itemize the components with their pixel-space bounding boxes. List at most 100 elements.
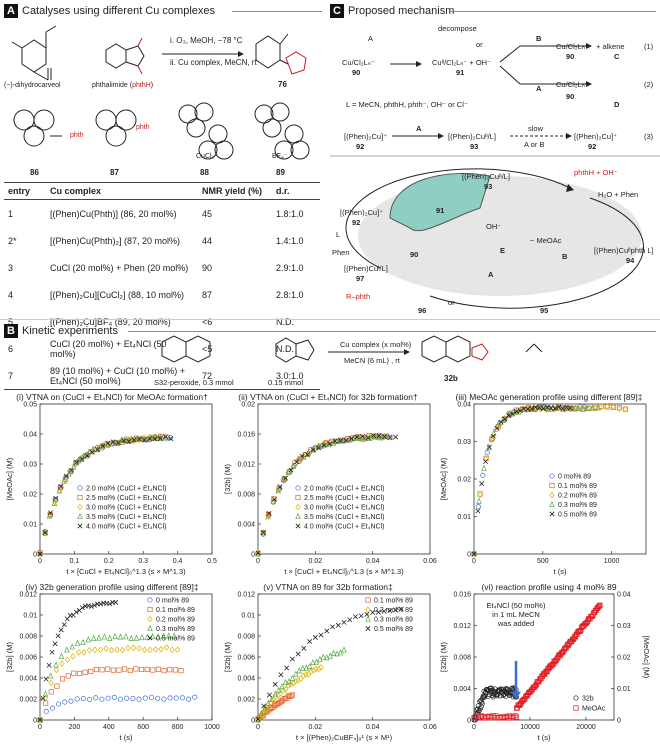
- cell-entry: 6: [8, 343, 14, 354]
- data-point-series-4: [352, 614, 358, 620]
- y-axis-label: [32b] (M): [5, 641, 14, 672]
- data-point-series-4: [46, 512, 53, 519]
- data-point-series-2: [167, 667, 173, 673]
- data-point-series-1: [99, 696, 105, 702]
- data-point-series-3: [324, 654, 330, 661]
- data-point-series-4: [358, 613, 364, 619]
- data-point-series-3: [610, 403, 616, 410]
- x-axis-label: t (s): [120, 733, 133, 742]
- num-93-b: 93: [484, 182, 493, 191]
- data-point-series-5: [89, 449, 95, 455]
- cell-yield: 87: [202, 289, 213, 300]
- data-point-series-5: [513, 409, 519, 415]
- data-point-series-3: [59, 660, 65, 667]
- data-point-series-1: [86, 696, 93, 702]
- x-tick-label: 0: [256, 724, 260, 731]
- cycle-phthH: phthH + OH⁻: [574, 168, 618, 177]
- data-point-series-2: [178, 668, 184, 674]
- data-point-series-3: [282, 678, 289, 686]
- y-tick-label: 0.03: [23, 462, 37, 469]
- data-point-series-3: [337, 649, 344, 656]
- data-point-series-1: [161, 696, 167, 702]
- data-point-series-3: [289, 674, 296, 681]
- table-row: 5 [(Phen)₂Cu]BF₄ (89, 20 mol%) <6 N.D.: [4, 308, 320, 335]
- data-point-series-2: [43, 700, 49, 706]
- data-point-series-2: [270, 696, 276, 704]
- x-tick-label: 200: [69, 724, 81, 731]
- num-97: 97: [356, 274, 365, 283]
- data-point-series-3: [174, 646, 181, 654]
- x-axis-label: t (s): [538, 733, 551, 742]
- data-point-series-5: [105, 440, 111, 446]
- panel-a-reaction-scheme: [11, 25, 307, 81]
- cell-complex: [(Phen)₂Cu][CuCl₂] (88, 10 mol%): [50, 289, 185, 300]
- data-point-series-5: [58, 483, 64, 489]
- panel-a-title: Catalyses using different Cu complexes: [22, 5, 216, 17]
- data-point-series-3: [269, 695, 275, 703]
- data-point-series-4: [119, 436, 125, 443]
- data-point-series-4: [590, 404, 596, 411]
- data-point-series-5: [110, 439, 116, 445]
- catalyst-89-structure: [254, 102, 310, 160]
- y-tick-label: 0.01: [23, 613, 37, 620]
- data-point-series-4: [270, 497, 276, 504]
- data-point-series-5: [548, 405, 554, 411]
- data-point-series-3: [303, 664, 309, 671]
- cell-entry: 4: [8, 289, 14, 300]
- data-point-series-1: [273, 702, 279, 708]
- x-tick-label: 0.5: [207, 558, 217, 565]
- data-point-series-4: [580, 405, 586, 412]
- annotation-text: was added: [497, 619, 534, 628]
- x-tick-label: 0.3: [138, 558, 148, 565]
- data-point-series-4: [330, 624, 336, 630]
- point-meoac: [595, 604, 602, 610]
- eq3-start: [(Phen)₂Cu]⁺: [344, 132, 388, 141]
- eq1-number: (1): [644, 42, 654, 51]
- y-tick-label: 0.006: [19, 655, 37, 662]
- data-point-series-1: [484, 450, 490, 456]
- plot-frame-2: [257, 403, 431, 555]
- slow-label: slow: [528, 124, 544, 133]
- data-point-series-5: [567, 405, 573, 411]
- legend-label: 0.3 mol% 89: [374, 617, 413, 624]
- num-90-c: 90: [566, 92, 575, 101]
- data-point-series-3: [604, 403, 610, 410]
- data-point-series-3: [62, 476, 68, 484]
- y2-tick-label: 0: [617, 718, 621, 725]
- data-point-series-5: [510, 411, 516, 417]
- eq3-end: [(Phen)₂Cu]⁺: [574, 132, 618, 141]
- data-point-series-5: [475, 508, 481, 514]
- data-point-series-3: [477, 491, 483, 499]
- x-tick-label: 0.2: [104, 558, 114, 565]
- data-point-series-5: [338, 438, 344, 443]
- data-point-series-2: [105, 666, 111, 672]
- data-point-series-5: [349, 435, 355, 441]
- data-point-series-5: [100, 443, 106, 449]
- data-point-series-1: [105, 695, 111, 701]
- data-point-series-4: [107, 634, 113, 641]
- cycle-minus-meoac: − MeOAc: [530, 236, 562, 245]
- data-point-series-2: [318, 664, 324, 671]
- x-axis-label: t × [CuCl + Et₄NCl]₀^1.3 (s × M^1.3): [66, 567, 186, 576]
- data-point-series-2: [172, 667, 178, 673]
- y-tick-label: 0.02: [23, 492, 37, 499]
- legend-marker: [77, 523, 83, 529]
- table-row: 3 CuCl (20 mol%) + Phen (20 mol%) 90 2.9:1.…: [4, 254, 320, 281]
- data-point-series-2: [122, 666, 128, 672]
- x-tick-label: 800: [172, 724, 184, 731]
- legend-marker: [549, 511, 555, 517]
- data-point-series-3: [330, 649, 337, 656]
- x-tick-label: 0: [256, 558, 260, 565]
- data-point-series-5: [544, 404, 550, 410]
- data-point-series-4: [255, 716, 261, 722]
- data-point-series-1: [142, 695, 148, 701]
- data-point-series-3: [275, 486, 281, 493]
- data-point-series-3: [53, 666, 60, 674]
- data-point-series-4: [58, 652, 65, 659]
- y-axis-label: [32b] (M): [223, 641, 232, 672]
- step2-label: ii. Cu complex, MeCN, rt: [170, 58, 257, 67]
- cell-entry: 2*: [8, 235, 17, 246]
- panel-b-reaction: [161, 335, 543, 363]
- data-point-series-4: [80, 452, 87, 459]
- data-point-series-3: [81, 649, 87, 656]
